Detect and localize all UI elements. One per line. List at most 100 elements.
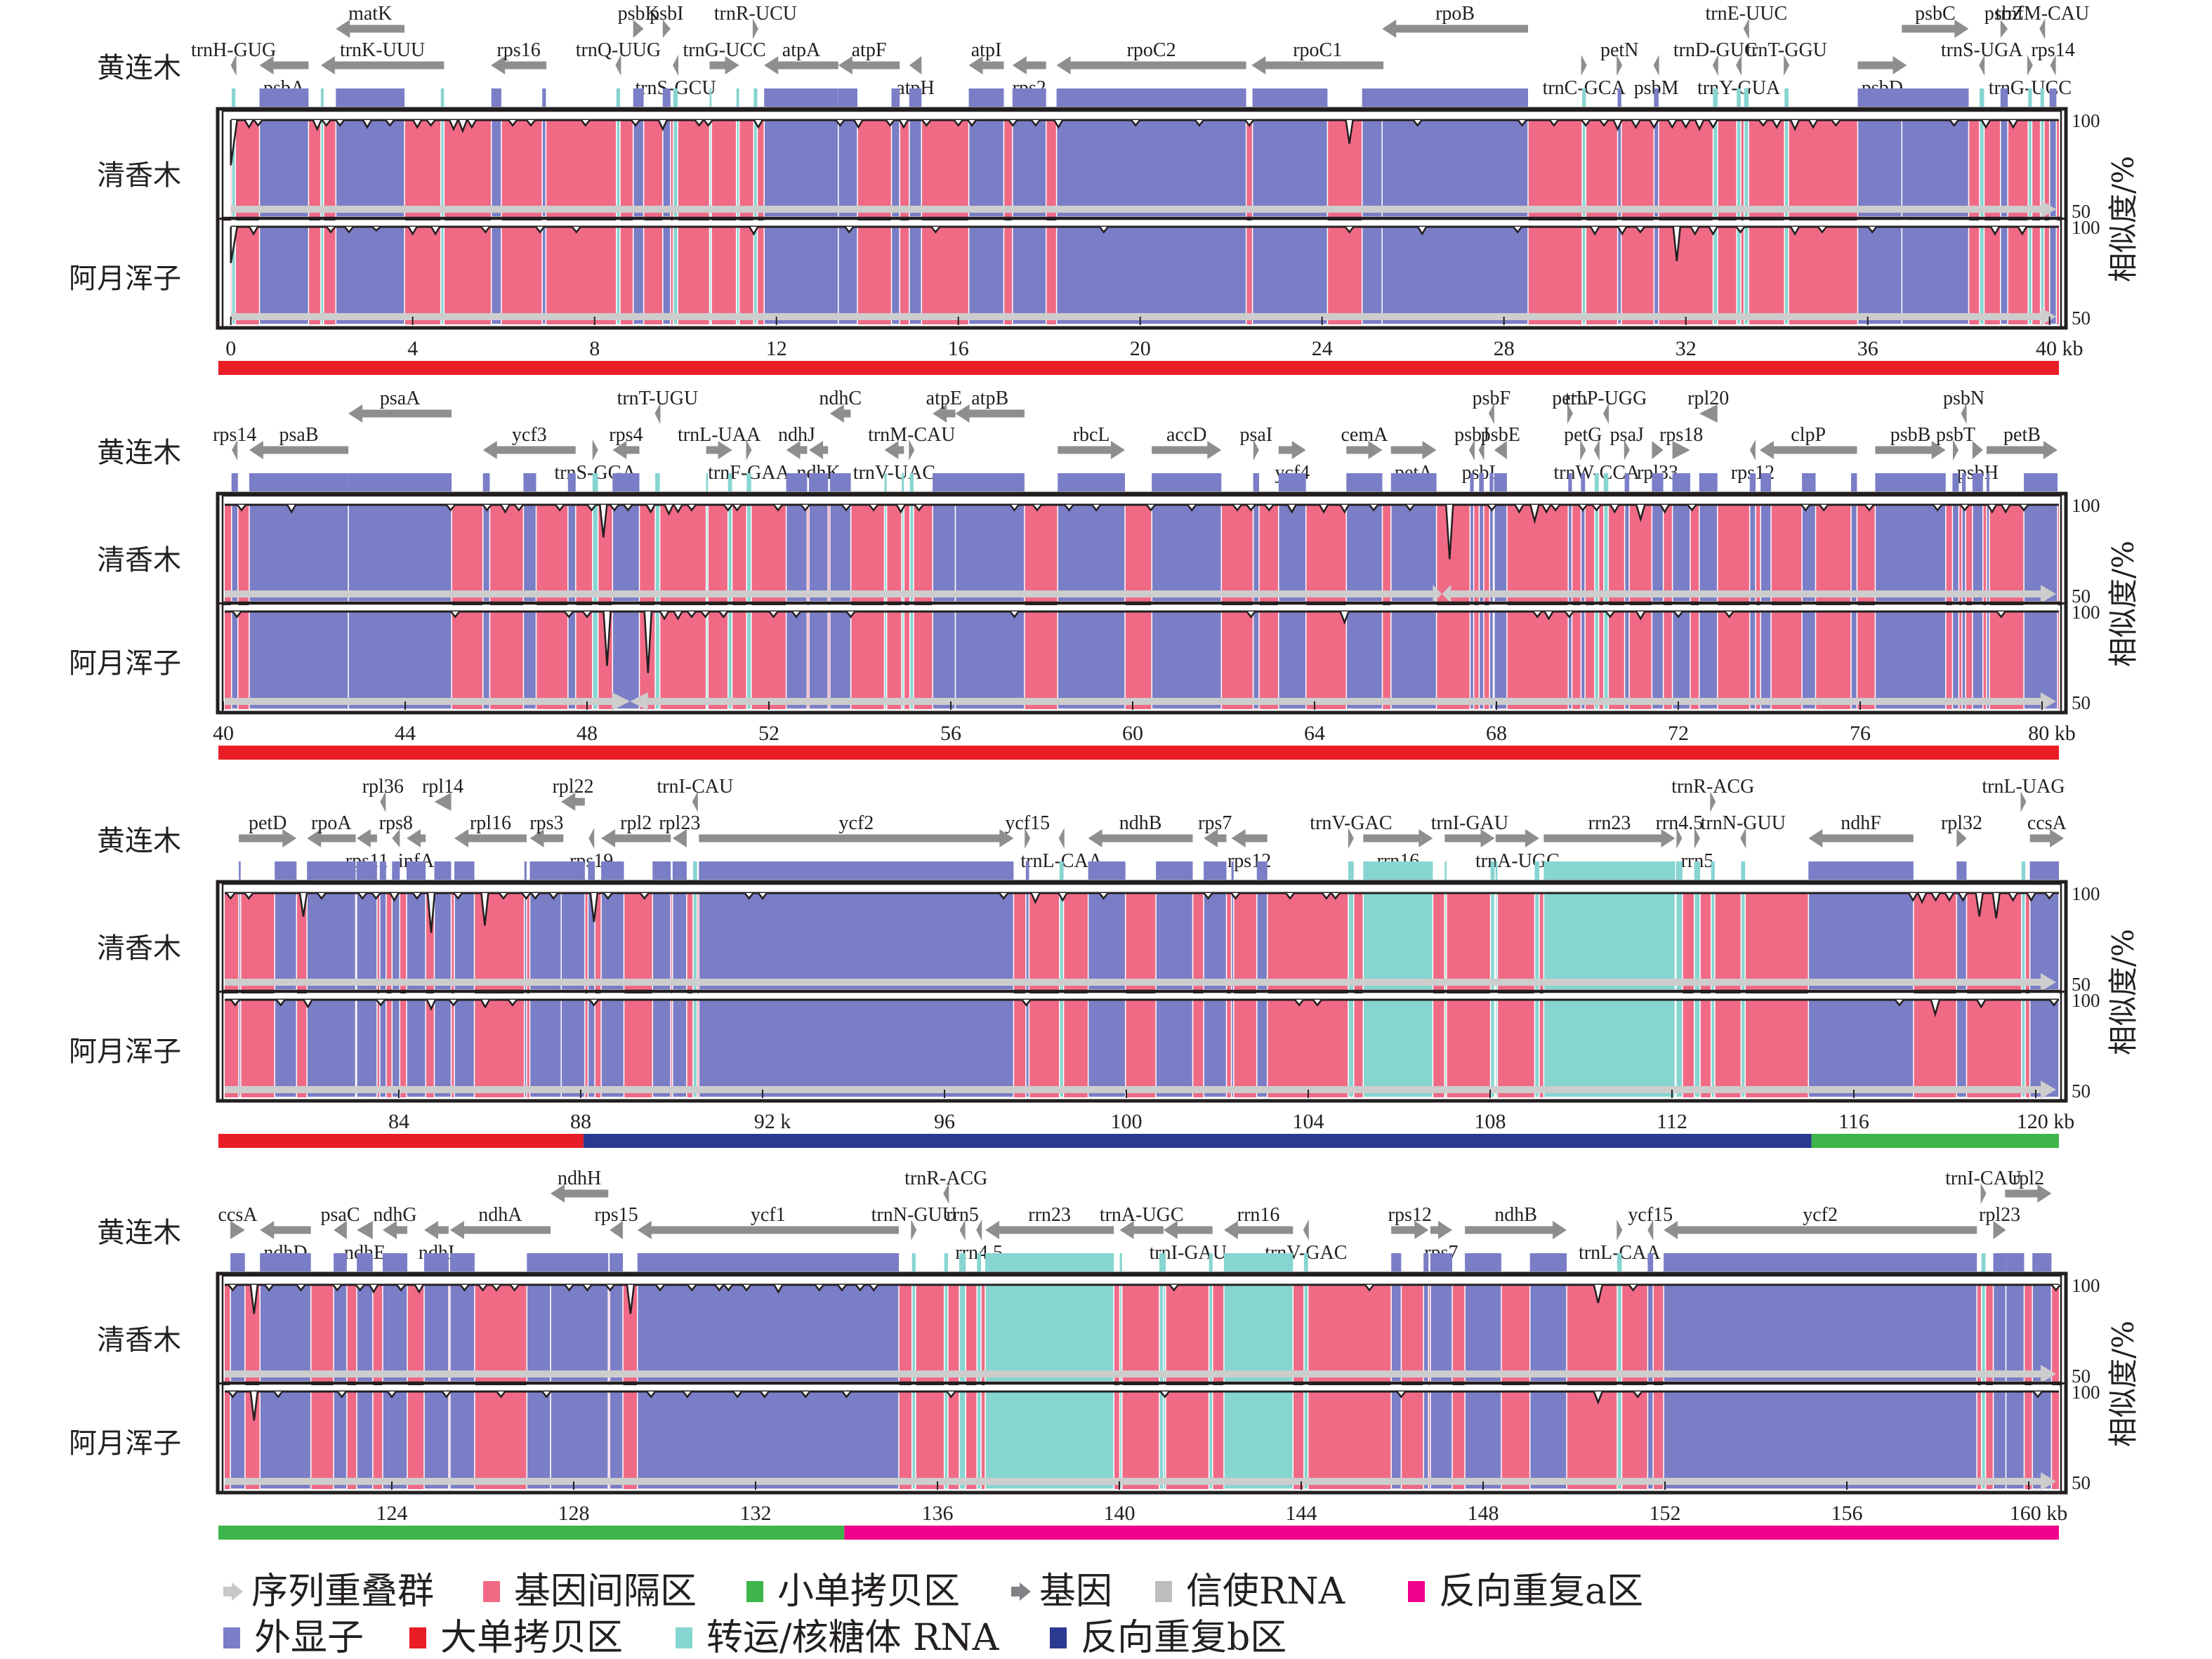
gene-arrow[interactable]: [1672, 441, 1690, 459]
gene-arrow[interactable]: [336, 20, 404, 38]
gene-arrow[interactable]: [699, 829, 1014, 847]
gene-arrow[interactable]: [1581, 55, 1587, 76]
gene-arrow[interactable]: [884, 441, 904, 459]
gene-arrow[interactable]: [2005, 1184, 2052, 1203]
gene-arrow[interactable]: [612, 441, 640, 459]
gene-arrow[interactable]: [829, 404, 851, 423]
gene-arrow[interactable]: [909, 56, 922, 74]
gene-arrow[interactable]: [1902, 20, 1969, 38]
gene-arrow[interactable]: [1712, 55, 1718, 76]
gene-arrow[interactable]: [1749, 439, 1756, 461]
gene-arrow[interactable]: [1699, 404, 1718, 423]
gene-arrow[interactable]: [959, 1220, 966, 1241]
gene-arrow[interactable]: [1119, 1221, 1164, 1239]
gene-arrow[interactable]: [1617, 1220, 1623, 1241]
gene-arrow[interactable]: [307, 829, 356, 847]
gene-arrow[interactable]: [1953, 439, 1958, 461]
gene-arrow[interactable]: [1743, 18, 1749, 39]
gene-arrow[interactable]: [615, 55, 621, 76]
gene-arrow[interactable]: [654, 403, 661, 424]
gene-arrow[interactable]: [529, 829, 564, 847]
gene-arrow[interactable]: [320, 56, 445, 74]
gene-arrow[interactable]: [1152, 441, 1222, 459]
gene-arrow[interactable]: [1469, 439, 1475, 461]
gene-arrow[interactable]: [985, 1221, 1114, 1239]
gene-arrow[interactable]: [673, 55, 678, 76]
gene-arrow[interactable]: [1593, 439, 1600, 461]
gene-arrow[interactable]: [491, 56, 547, 74]
gene-arrow[interactable]: [334, 1221, 347, 1239]
gene-arrow[interactable]: [838, 56, 900, 74]
gene-arrow[interactable]: [976, 1220, 982, 1241]
gene-arrow[interactable]: [1961, 403, 1967, 424]
gene-arrow[interactable]: [786, 441, 808, 459]
gene-arrow[interactable]: [1653, 55, 1659, 76]
gene-arrow[interactable]: [1736, 55, 1742, 76]
gene-arrow[interactable]: [764, 56, 838, 74]
gene-arrow[interactable]: [2039, 18, 2046, 39]
gene-arrow[interactable]: [1346, 441, 1383, 459]
gene-arrow[interactable]: [1025, 828, 1031, 849]
gene-arrow[interactable]: [1652, 441, 1664, 459]
gene-arrow[interactable]: [1391, 1221, 1429, 1239]
gene-arrow[interactable]: [551, 1184, 609, 1203]
gene-arrow[interactable]: [1972, 441, 1983, 459]
gene-arrow[interactable]: [943, 1183, 949, 1204]
gene-arrow[interactable]: [968, 56, 1004, 74]
gene-arrow[interactable]: [809, 441, 829, 459]
gene-arrow[interactable]: [1543, 829, 1676, 847]
gene-arrow[interactable]: [1580, 439, 1586, 461]
gene-arrow[interactable]: [601, 829, 671, 847]
gene-arrow[interactable]: [454, 829, 527, 847]
gene-arrow[interactable]: [1857, 56, 1907, 74]
gene-arrow[interactable]: [2020, 791, 2027, 812]
gene-arrow[interactable]: [933, 404, 956, 423]
gene-arrow[interactable]: [1231, 829, 1268, 847]
gene-arrow[interactable]: [672, 829, 687, 847]
gene-arrow[interactable]: [1251, 56, 1384, 74]
gene-arrow[interactable]: [1363, 829, 1433, 847]
gene-arrow[interactable]: [2050, 55, 2056, 76]
gene-arrow[interactable]: [1980, 1183, 1987, 1204]
gene-arrow[interactable]: [1478, 439, 1484, 461]
gene-arrow[interactable]: [239, 829, 297, 847]
gene-arrow[interactable]: [1088, 829, 1193, 847]
gene-arrow[interactable]: [1710, 791, 1716, 812]
gene-arrow[interactable]: [230, 55, 237, 76]
gene-arrow[interactable]: [709, 56, 739, 74]
gene-arrow[interactable]: [249, 441, 349, 459]
gene-arrow[interactable]: [1647, 1220, 1654, 1241]
gene-arrow[interactable]: [1253, 439, 1259, 461]
gene-arrow[interactable]: [752, 18, 758, 39]
gene-arrow[interactable]: [1694, 828, 1700, 849]
gene-arrow[interactable]: [1204, 829, 1227, 847]
gene-arrow[interactable]: [482, 441, 576, 459]
gene-arrow[interactable]: [1278, 441, 1306, 459]
gene-arrow[interactable]: [1808, 829, 1914, 847]
gene-arrow[interactable]: [392, 829, 400, 847]
gene-arrow[interactable]: [348, 404, 452, 423]
gene-arrow[interactable]: [230, 1221, 245, 1239]
gene-arrow[interactable]: [424, 1221, 449, 1239]
gene-arrow[interactable]: [692, 791, 698, 812]
gene-arrow[interactable]: [380, 791, 386, 812]
gene-arrow[interactable]: [1494, 441, 1507, 459]
gene-arrow[interactable]: [1058, 441, 1125, 459]
gene-arrow[interactable]: [955, 404, 1025, 423]
gene-arrow[interactable]: [259, 56, 309, 74]
gene-arrow[interactable]: [2027, 55, 2033, 76]
gene-arrow[interactable]: [1784, 55, 1790, 76]
gene-arrow[interactable]: [1617, 55, 1623, 76]
gene-arrow[interactable]: [232, 439, 238, 461]
gene-arrow[interactable]: [706, 441, 732, 459]
gene-arrow[interactable]: [588, 828, 595, 849]
gene-arrow[interactable]: [1390, 441, 1437, 459]
gene-arrow[interactable]: [1223, 1221, 1293, 1239]
gene-arrow[interactable]: [662, 20, 671, 38]
gene-arrow[interactable]: [1163, 1221, 1213, 1239]
gene-arrow[interactable]: [561, 793, 585, 811]
gene-arrow[interactable]: [1382, 20, 1528, 38]
gene-arrow[interactable]: [637, 1221, 899, 1239]
gene-arrow[interactable]: [610, 1221, 623, 1239]
gene-arrow[interactable]: [1567, 403, 1573, 424]
